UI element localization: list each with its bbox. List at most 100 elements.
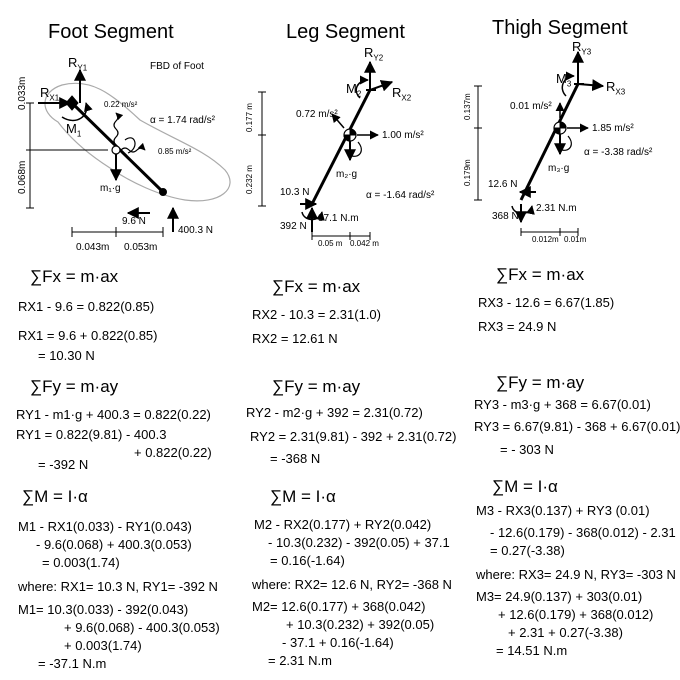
foot-com xyxy=(111,145,121,155)
foot-fy-line1: RY1 - m1·g + 400.3 = 0.822(0.22) xyxy=(16,407,211,422)
foot-title: Foot Segment xyxy=(48,21,174,43)
foot-ry-label: RY1 xyxy=(68,55,88,73)
leg-diagram xyxy=(258,60,394,240)
leg-sum-fx: ∑Fx = m·ax xyxy=(272,277,361,296)
thigh-m-label: M3 xyxy=(556,71,572,89)
leg-m-line2: - 10.3(0.232) - 392(0.05) + 37.1 xyxy=(268,535,450,550)
foot-fx-line1: RX1 - 9.6 = 0.822(0.85) xyxy=(18,299,155,314)
foot-outline xyxy=(44,82,231,202)
foot-acc2-label: 0.85 m/s² xyxy=(158,147,192,156)
thigh-m-line5: + 12.6(0.179) + 368(0.012) xyxy=(498,607,654,622)
thigh-m-line1: M3 - RX3(0.137) + RY3 (0.01) xyxy=(476,503,650,518)
thigh-ry-label: RY3 xyxy=(572,39,592,57)
leg-rx-label: RX2 xyxy=(392,85,412,103)
foot-sum-fx: ∑Fx = m·ax xyxy=(30,267,119,286)
foot-sum-m: ∑M = I·α xyxy=(22,487,88,506)
leg-where: where: RX2= 12.6 N, RY2= -368 N xyxy=(252,577,452,592)
foot-fx-line2: RX1 = 9.6 + 0.822(0.85) xyxy=(18,328,158,343)
foot-dim-b: 0.068m xyxy=(17,160,28,194)
thigh-alpha-label: α = -3.38 rad/s² xyxy=(584,147,653,158)
foot-m-line6: + 0.003(1.74) xyxy=(64,638,142,653)
leg-title: Leg Segment xyxy=(286,21,405,43)
foot-dim-e: 0.053m xyxy=(124,242,158,253)
leg-m-line3: = 0.16(-1.64) xyxy=(270,553,345,568)
leg-f2-label: 392 N xyxy=(280,221,307,232)
foot-m-line1: M1 - RX1(0.033) - RY1(0.043) xyxy=(18,519,192,534)
leg-sum-fy: ∑Fy = m·ay xyxy=(272,377,361,396)
thigh-fy-line1: RY3 - m3·g + 368 = 6.67(0.01) xyxy=(474,397,651,412)
leg-alpha-label: α = -1.64 rad/s² xyxy=(366,190,435,201)
thigh-m-line3: = 0.27(-3.38) xyxy=(490,543,565,558)
thigh-acc1-label: 0.01 m/s² xyxy=(510,101,552,112)
leg-acc1-label: 0.72 m/s² xyxy=(296,109,338,120)
leg-m-line7: = 2.31 N.m xyxy=(268,653,332,668)
thigh-dim-e: 0.01m xyxy=(564,235,587,244)
thigh-m-line6: + 2.31 + 0.27(-3.38) xyxy=(508,625,623,640)
thigh-sum-fy: ∑Fy = m·ay xyxy=(496,373,585,392)
foot-fy-line3: + 0.822(0.22) xyxy=(134,445,212,460)
thigh-sum-m: ∑M = I·α xyxy=(492,477,558,496)
foot-dim-a: 0.033m xyxy=(17,76,28,110)
leg-dim-c: 0.05 m xyxy=(318,239,343,248)
thigh-m-line4: M3= 24.9(0.137) + 303(0.01) xyxy=(476,589,643,604)
thigh-fx-line2: RX3 = 24.9 N xyxy=(478,319,557,334)
thigh-fx-line1: RX3 - 12.6 = 6.67(1.85) xyxy=(478,295,615,310)
foot-f1-label: 9.6 N xyxy=(122,216,146,227)
thigh-rx-label: RX3 xyxy=(606,79,626,97)
foot-alpha-label: α = 1.74 rad/s² xyxy=(150,115,215,126)
leg-m-line1: M2 - RX2(0.177) + RY2(0.042) xyxy=(254,517,432,532)
foot-fx-line3: = 10.30 N xyxy=(38,348,95,363)
thigh-sum-fx: ∑Fx = m·ax xyxy=(496,265,585,284)
leg-ry-label: RY2 xyxy=(364,45,384,63)
leg-sum-m: ∑M = I·α xyxy=(270,487,336,506)
thigh-dim-b: 0.179m xyxy=(463,159,472,186)
leg-acc2-label: 1.00 m/s² xyxy=(382,130,424,141)
thigh-dim-c: 0.012m xyxy=(532,235,559,244)
foot-where: where: RX1= 10.3 N, RY1= -392 N xyxy=(18,579,218,594)
thigh-m-line2: - 12.6(0.179) - 368(0.012) - 2.31 xyxy=(490,525,676,540)
thigh-acc2-label: 1.85 m/s² xyxy=(592,123,634,134)
foot-m-line2: - 9.6(0.068) + 400.3(0.053) xyxy=(36,537,192,552)
thigh-diagram xyxy=(474,50,605,236)
thigh-fy-line3: = - 303 N xyxy=(500,442,554,457)
thigh-moment-label: 2.31 N.m xyxy=(536,203,577,214)
leg-m-line4: M2= 12.6(0.177) + 368(0.042) xyxy=(252,599,426,614)
leg-dim-a: 0.177 m xyxy=(245,103,254,132)
leg-fy-line2: RY2 = 2.31(9.81) - 392 + 2.31(0.72) xyxy=(250,429,457,444)
foot-fy-line4: = -392 N xyxy=(38,457,89,472)
foot-m-line4: M1= 10.3(0.033) - 392(0.043) xyxy=(18,602,189,617)
leg-m-line5: + 10.3(0.232) + 392(0.05) xyxy=(286,617,435,632)
foot-weight-label: m₁·g xyxy=(100,183,121,194)
foot-m-line5: + 9.6(0.068) - 400.3(0.053) xyxy=(64,620,220,635)
foot-m-label: M1 xyxy=(66,121,82,139)
leg-fx-line2: RX2 = 12.61 N xyxy=(252,331,338,346)
foot-f2-label: 400.3 N xyxy=(178,225,214,236)
foot-dim-c: 0.043m xyxy=(76,242,110,253)
leg-m-label: M2 xyxy=(346,81,362,99)
thigh-where: where: RX3= 24.9 N, RY3= -303 N xyxy=(476,567,676,582)
thigh-title: Thigh Segment xyxy=(492,17,628,39)
foot-diagram xyxy=(26,68,231,237)
thigh-dim-a: 0.137m xyxy=(463,93,472,120)
foot-acc1-label: 0.22 m/s² xyxy=(104,100,138,109)
foot-m-line3: = 0.003(1.74) xyxy=(42,555,120,570)
foot-fy-line2: RY1 = 0.822(9.81) - 400.3 xyxy=(16,427,167,442)
leg-fx-line1: RX2 - 10.3 = 2.31(1.0) xyxy=(252,307,381,322)
foot-m-line7: = -37.1 N.m xyxy=(38,656,107,671)
foot-rx-label: RX1 xyxy=(40,85,60,103)
leg-fy-line1: RY2 - m2·g + 392 = 2.31(0.72) xyxy=(246,405,423,420)
thigh-weight-label: m₃·g xyxy=(548,163,570,174)
leg-weight-label: m₂·g xyxy=(336,169,358,180)
foot-sum-fy: ∑Fy = m·ay xyxy=(30,377,119,396)
leg-fy-line3: = -368 N xyxy=(270,451,321,466)
leg-f1-label: 10.3 N xyxy=(280,187,310,198)
thigh-m-line7: = 14.51 N.m xyxy=(496,643,568,658)
leg-dim-b: 0.232 m xyxy=(245,165,254,194)
thigh-fy-line2: RY3 = 6.67(9.81) - 368 + 6.67(0.01) xyxy=(474,419,680,434)
leg-dim-e: 0.042 m xyxy=(350,239,379,248)
thigh-f2-label: 368 N xyxy=(492,211,519,222)
leg-m-line6: - 37.1 + 0.16(-1.64) xyxy=(282,635,394,650)
leg-moment-label: 37.1 N.m xyxy=(318,213,359,224)
thigh-f1-label: 12.6 N xyxy=(488,179,518,190)
